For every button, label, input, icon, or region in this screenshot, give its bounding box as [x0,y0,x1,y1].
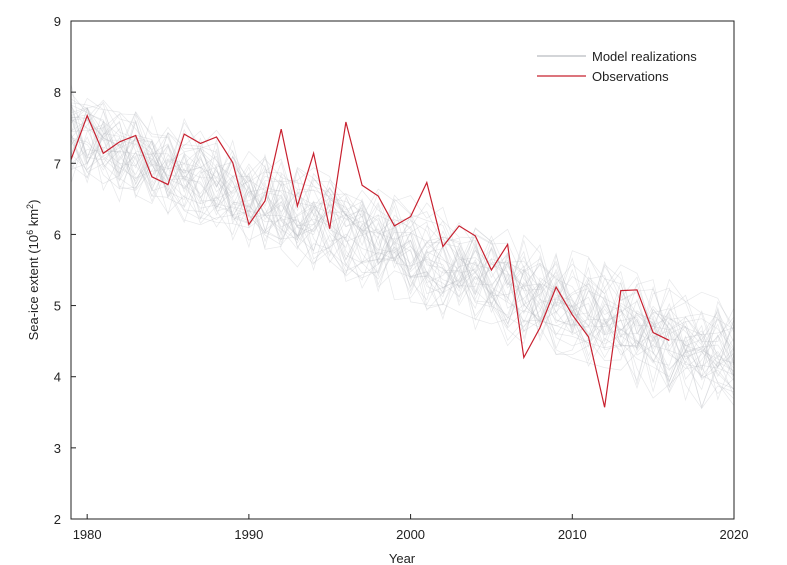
model-realization-line [70,117,735,409]
model-realization-line [70,92,735,377]
model-realization-line [70,101,735,351]
y-tick-label: 9 [54,14,61,29]
x-tick-label: 1980 [73,527,102,542]
y-tick-label: 7 [54,156,61,171]
model-realization-line [70,125,735,389]
y-axis-title-mid: km [26,209,41,230]
model-realization-line [70,103,735,369]
model-realization-line [70,133,735,406]
y-tick-label: 6 [54,227,61,242]
y-tick-label: 3 [54,441,61,456]
legend-model-label: Model realizations [592,49,697,64]
y-tick-label: 2 [54,512,61,527]
observations-line [70,113,670,408]
legend: Model realizations Observations [537,49,697,84]
model-realization-line [70,114,735,400]
model-realization-line [70,120,735,367]
model-realization-line [70,111,735,371]
y-axis-title-sup1: 6 [25,230,35,235]
model-realization-line [70,113,735,364]
x-tick-label: 2010 [558,527,587,542]
model-realization-line [70,101,735,360]
model-realization-line [70,116,735,408]
model-realization-line [70,110,735,358]
x-tick-label: 1990 [234,527,263,542]
model-realization-line [70,83,735,363]
model-realization-line [70,97,735,364]
y-tick-label: 8 [54,85,61,100]
y-axis-title-main: Sea-ice extent (10 [26,235,41,341]
y-axis-title: Sea-ice extent (106 km2) [25,200,41,341]
model-realization-line [70,113,735,378]
model-realization-line [70,119,735,379]
model-realization-line [70,127,735,410]
model-realization-line [70,106,735,378]
model-realization-line [70,139,735,399]
model-realization-line [70,137,735,350]
model-realization-line [70,133,735,402]
model-realization-line [70,107,735,401]
y-axis-title-sup2: 2 [25,204,35,209]
model-realization-line [70,106,735,382]
model-realization-line [70,123,735,392]
x-tick-label: 2000 [396,527,425,542]
x-axis-title: Year [389,551,416,565]
model-realization-line [70,107,735,369]
model-realization-line [70,102,735,352]
observations-layer [70,113,670,408]
model-realization-line [70,99,735,371]
model-realization-line [70,121,735,383]
legend-observations-label: Observations [592,69,669,84]
model-realization-line [70,136,735,390]
model-realization-line [70,104,735,391]
model-realization-line [70,107,735,359]
y-tick-label: 5 [54,299,61,314]
model-realization-line [70,107,735,378]
tick-labels: 2 3 4 5 6 7 8 9 1980 1990 2000 2010 2020 [54,14,749,542]
model-realization-line [70,127,735,393]
plot-frame [70,20,735,520]
axes [70,20,735,520]
model-realization-line [70,118,735,380]
model-realization-line [70,113,735,381]
model-realization-line [70,98,735,343]
model-realization-line [70,117,735,397]
model-realization-line [70,104,735,395]
x-tick-label: 2020 [720,527,749,542]
y-tick-label: 4 [54,370,61,385]
y-axis-title-end: ) [26,200,41,204]
model-realizations-layer [70,83,735,410]
